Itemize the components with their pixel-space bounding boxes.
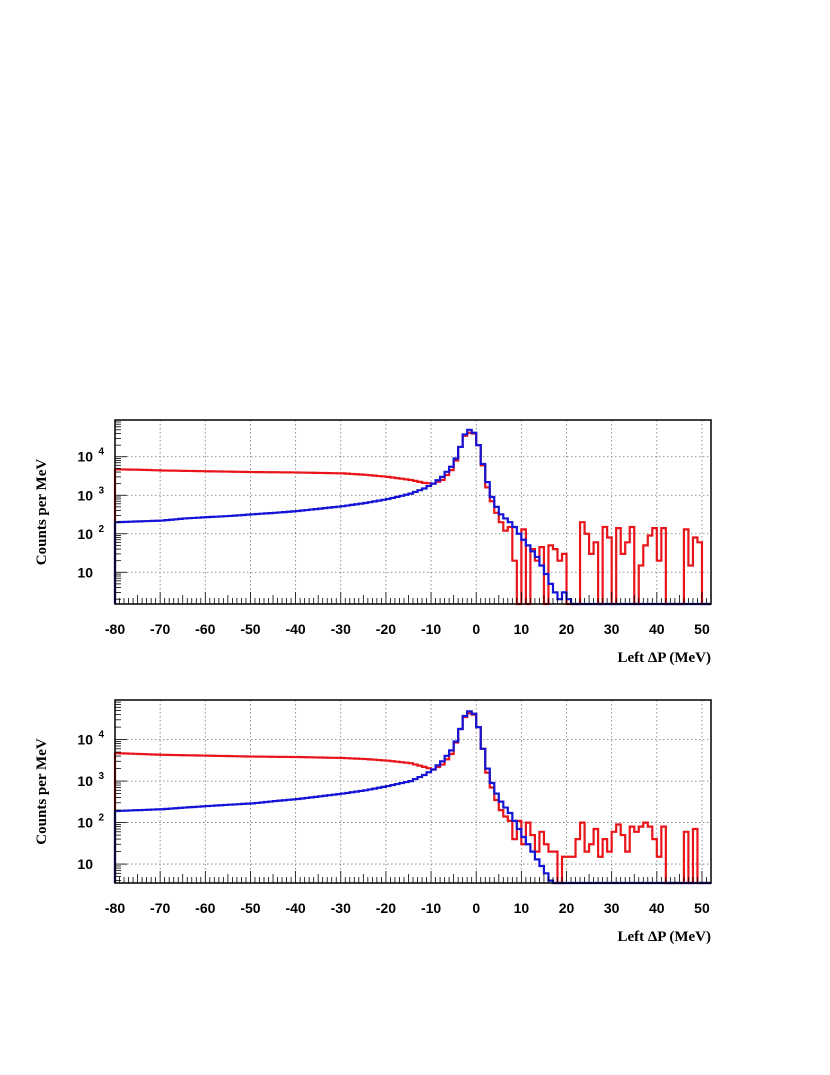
y-tick-exponent: 3 (98, 771, 104, 782)
y-tick-label: 10 (77, 732, 93, 748)
x-tick-label: -40 (285, 900, 305, 916)
x-tick-label: 20 (559, 621, 575, 637)
y-tick-exponent: 2 (98, 813, 104, 824)
x-tick-label: 0 (472, 900, 480, 916)
x-tick-label: -40 (285, 621, 305, 637)
y-tick-label: 10 (77, 815, 93, 831)
histogram-series-red (113, 431, 711, 606)
y-tick-label: 10 (77, 856, 93, 872)
y-axis-title: Counts per MeV (34, 459, 50, 566)
x-tick-label: 50 (694, 900, 710, 916)
x-tick-label: 40 (649, 900, 665, 916)
histogram-series-blue (113, 710, 711, 885)
y-tick-label: 10 (77, 564, 93, 580)
x-tick-label: -70 (150, 900, 170, 916)
x-tick-label: -50 (240, 900, 260, 916)
y-tick-label: 10 (77, 773, 93, 789)
x-tick-label: 30 (604, 900, 620, 916)
x-tick-label: -60 (195, 621, 215, 637)
x-tick-label: -20 (376, 900, 396, 916)
x-tick-label: -80 (105, 621, 125, 637)
top-histogram-panel: -80 -70 -60 -50 -40 -30 -20 -10 0 10 20 30 40 50 10 10 2… (34, 419, 712, 666)
y-tick-label: 10 (77, 526, 93, 542)
y-tick-label: 10 (77, 449, 93, 465)
y-tick-exponent: 4 (98, 447, 104, 458)
x-tick-label: 0 (472, 621, 480, 637)
x-tick-label: 40 (649, 621, 665, 637)
x-tick-label: -50 (240, 621, 260, 637)
x-tick-label: -30 (331, 621, 351, 637)
x-tick-label: 30 (604, 621, 620, 637)
x-tick-label: -30 (331, 900, 351, 916)
histogram-series-red (113, 712, 711, 885)
x-tick-label: 20 (559, 900, 575, 916)
x-tick-label: -80 (105, 900, 125, 916)
y-tick-exponent: 4 (98, 730, 104, 741)
x-tick-label: -20 (376, 621, 396, 637)
y-axis-title: Counts per MeV (34, 738, 50, 845)
y-tick-exponent: 2 (98, 524, 104, 535)
x-tick-label: -10 (421, 621, 441, 637)
y-tick-exponent: 3 (98, 485, 104, 496)
x-axis-title: Left ΔP (MeV) (617, 929, 711, 945)
plot-frame (114, 419, 712, 605)
x-tick-label: 10 (514, 900, 530, 916)
histogram-series-blue (113, 428, 711, 606)
x-tick-label: -60 (195, 900, 215, 916)
x-tick-label: 10 (514, 621, 530, 637)
x-tick-label: -70 (150, 621, 170, 637)
bottom-histogram-panel: -80 -70 -60 -50 -40 -30 -20 -10 0 10 20 30 40 50 10 10 2… (34, 699, 712, 945)
y-tick-label: 10 (77, 487, 93, 503)
x-axis-title: Left ΔP (MeV) (617, 650, 711, 666)
x-tick-label: -10 (421, 900, 441, 916)
x-tick-label: 50 (694, 621, 710, 637)
plot-frame (114, 699, 712, 884)
